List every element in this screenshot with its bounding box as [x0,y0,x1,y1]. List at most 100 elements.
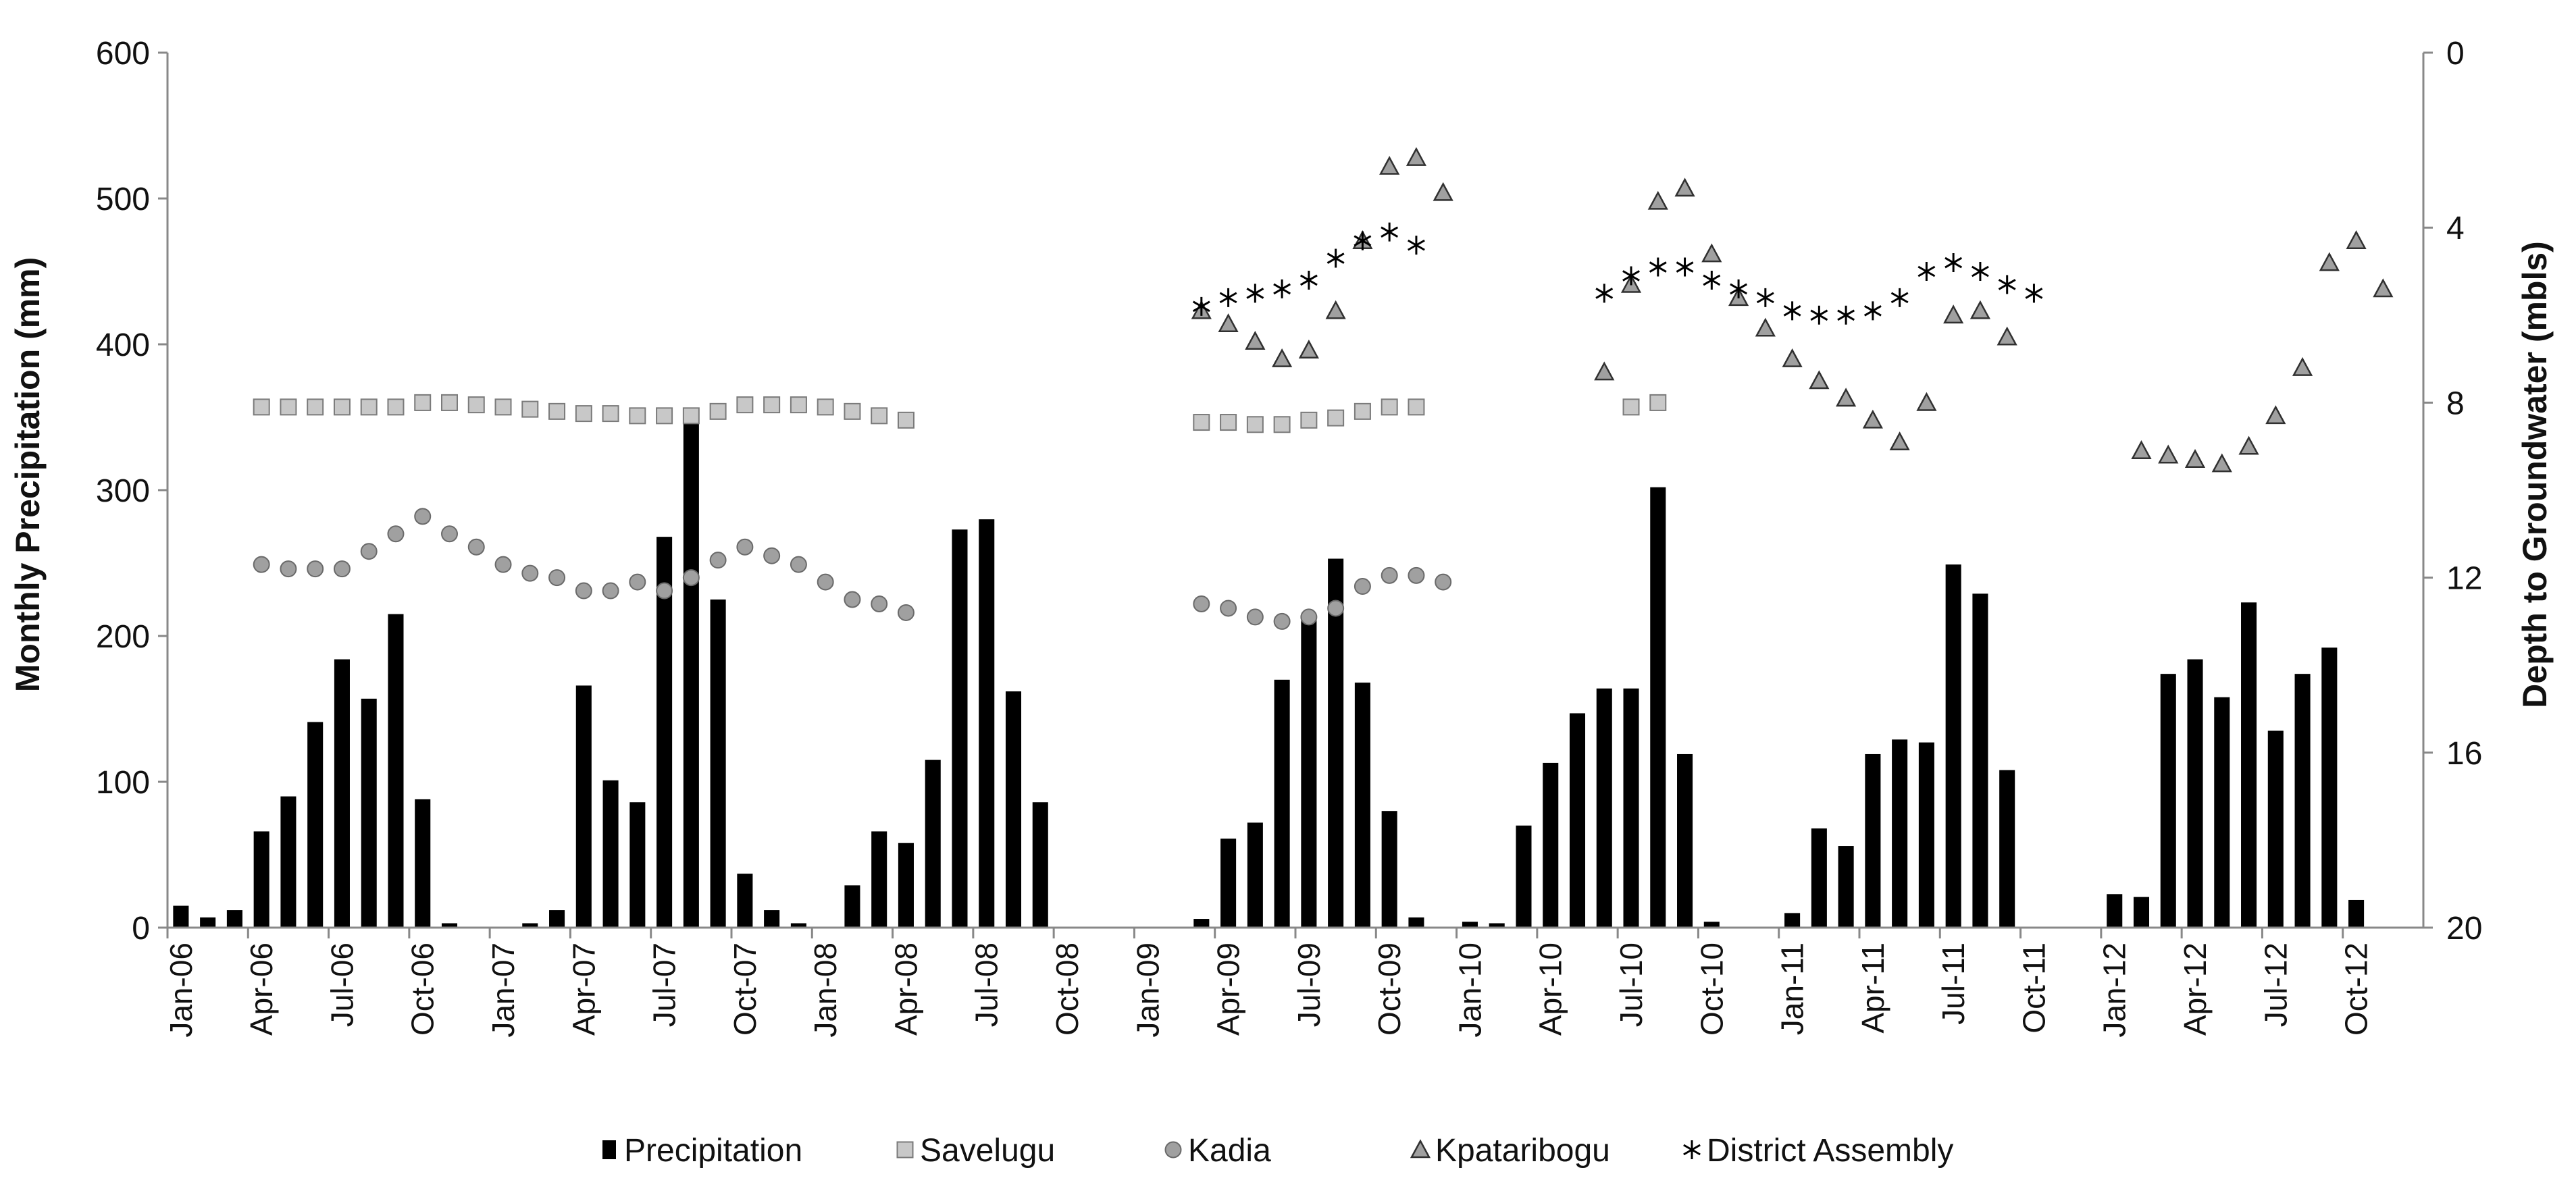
right-tick-label: 4 [2446,211,2465,246]
kadia-point [387,525,405,543]
precipitation-bar [1865,753,1881,928]
x-tick-label: Apr-08 [888,942,923,1036]
precipitation-bar [656,537,673,928]
district-assembly-point [1837,305,1855,325]
kpataribogu-point [1406,147,1427,166]
district-assembly-point [1649,257,1667,277]
x-tick-label: Jan-12 [2097,942,2132,1038]
kpataribogu-point [2211,453,2232,473]
precipitation-bar [280,796,297,928]
kpataribogu-point [2373,278,2394,298]
savelugu-point [1327,409,1345,427]
savelugu-point [575,405,592,423]
right-tick-label: 16 [2446,736,2482,772]
precipitation-bar [898,843,914,928]
precipitation-bar [1005,691,1022,928]
precipitation-bar [1274,679,1290,928]
kadia-point [441,525,458,543]
x-tick-label: Jul-11 [1936,942,1971,1025]
precipitation-bar [1703,922,1720,928]
kpataribogu-point [1272,348,1293,367]
savelugu-point [790,396,807,414]
precipitation-bar [361,698,377,928]
savelugu-point [441,394,458,411]
kadia-point [656,582,673,600]
district-assembly-point [1944,253,1963,273]
precipitation-bar [2160,674,2176,928]
kadia-point [1435,573,1452,591]
legend-kadia-swatch [1164,1141,1182,1159]
district-assembly-point [1863,301,1882,321]
kpataribogu-point [1647,190,1668,210]
precipitation-bar [2187,659,2203,928]
kpataribogu-point [1218,313,1239,333]
precipitation-bar [1945,564,1961,928]
precipitation-bar [2294,674,2311,928]
precipitation-bar [979,519,995,928]
district-assembly-point [1730,279,1747,298]
district-assembly-point [1676,257,1694,277]
savelugu-point [844,402,861,420]
savelugu-point [871,407,888,425]
kadia-point [709,552,727,569]
precipitation-bar [844,885,860,928]
kadia-point [307,560,324,578]
kpataribogu-point [1889,431,1910,451]
savelugu-point [387,398,405,416]
precipitation-bar [2107,894,2123,928]
precipitation-bar [602,780,619,928]
x-tick-label: Jul-08 [969,942,1004,1027]
precipitation-bar [925,760,941,928]
x-tick-label: Apr-06 [244,942,279,1036]
district-assembly-point [1192,296,1210,316]
left-tick-label: 500 [96,182,150,217]
kpataribogu-point [1674,178,1695,197]
kadia-point [414,508,432,525]
x-tick-label: Jan-09 [1130,942,1165,1038]
precipitation-bar [710,600,726,928]
x-tick-label: Apr-12 [2178,942,2213,1036]
precipitation-bar [2321,647,2338,928]
kadia-point [1408,566,1425,584]
legend-kadia-label: Kadia [1188,1133,1271,1169]
x-tick-label: Jan-06 [163,942,199,1038]
precipitation-bar [1650,487,1666,928]
district-assembly-point [1273,279,1291,298]
savelugu-point [1381,398,1398,416]
kpataribogu-point [2292,356,2313,376]
savelugu-point [467,396,485,414]
x-tick-label: Jan-11 [1775,942,1810,1035]
x-tick-label: Oct-07 [727,942,763,1036]
savelugu-point [817,398,834,416]
savelugu-point [1273,416,1291,433]
kpataribogu-point [1782,348,1803,367]
x-tick-label: Oct-12 [2339,942,2374,1036]
district-assembly-point [1408,236,1425,255]
kpataribogu-point [1809,370,1830,390]
district-assembly-point [1246,284,1264,303]
left-axis-title: Monthly Precipitation (mm) [9,257,47,692]
savelugu-point [1408,398,1425,416]
precipitation-bar [575,685,592,928]
x-tick-label: Apr-10 [1533,942,1568,1036]
district-assembly-point [1810,305,1828,325]
savelugu-point [548,402,566,420]
kadia-point [817,573,834,591]
precipitation-bar [2241,602,2257,928]
precipitation-bar [1811,828,1827,928]
precipitation-bar [737,874,753,928]
kadia-point [548,569,566,587]
precipitation-bar [1623,688,1639,928]
kadia-point [575,582,592,600]
kadia-point [1354,578,1371,595]
x-tick-label: Oct-10 [1694,942,1729,1036]
savelugu-point [629,407,646,425]
kpataribogu-point [1245,331,1266,350]
kadia-point [494,556,512,573]
district-assembly-point [1326,248,1345,268]
x-tick-label: Oct-08 [1050,942,1085,1036]
precipitation-bar [871,831,887,928]
legend-savelugu-swatch [896,1141,914,1159]
kadia-point [333,560,351,578]
